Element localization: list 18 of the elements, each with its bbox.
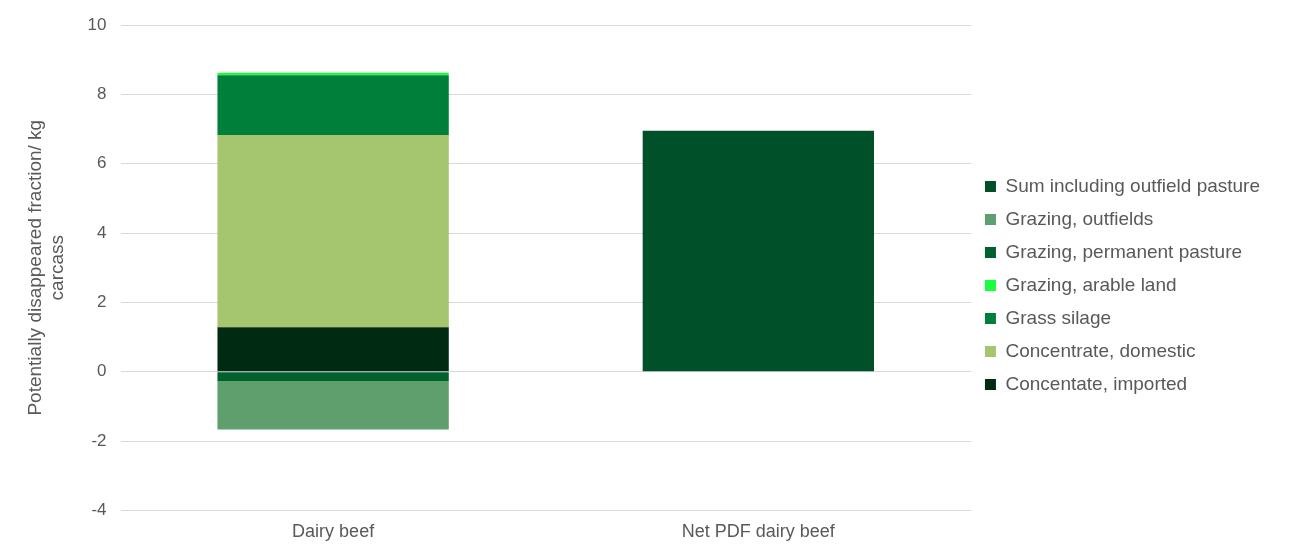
y-tick-label: -2 — [91, 430, 107, 450]
legend-label: Sum including outfield pasture — [1005, 174, 1260, 196]
legend-label: Grass silage — [1005, 306, 1112, 328]
legend-label: Concentrate, domestic — [1005, 339, 1196, 361]
y-tick-label: 4 — [97, 222, 107, 242]
x-tick-label: Dairy beef — [292, 521, 376, 542]
legend-label: Grazing, outfields — [1005, 207, 1154, 229]
y-tick-label: 10 — [87, 14, 107, 34]
legend-label: Grazing, arable land — [1005, 273, 1177, 295]
y-tick-label: 8 — [97, 84, 107, 104]
y-tick-label: 0 — [97, 361, 107, 381]
legend-label: Grazing, permanent pasture — [1005, 240, 1243, 262]
y-tick-label: -4 — [91, 500, 107, 520]
x-tick-label: Net PDF dairy beef — [681, 521, 836, 542]
y-tick-label: 6 — [97, 153, 107, 173]
y-tick-label: 2 — [97, 292, 107, 312]
legend-label: Concentate, imported — [1005, 372, 1188, 394]
y-axis-title: Potentially disappeared fraction/ kg carcass — [23, 119, 68, 416]
